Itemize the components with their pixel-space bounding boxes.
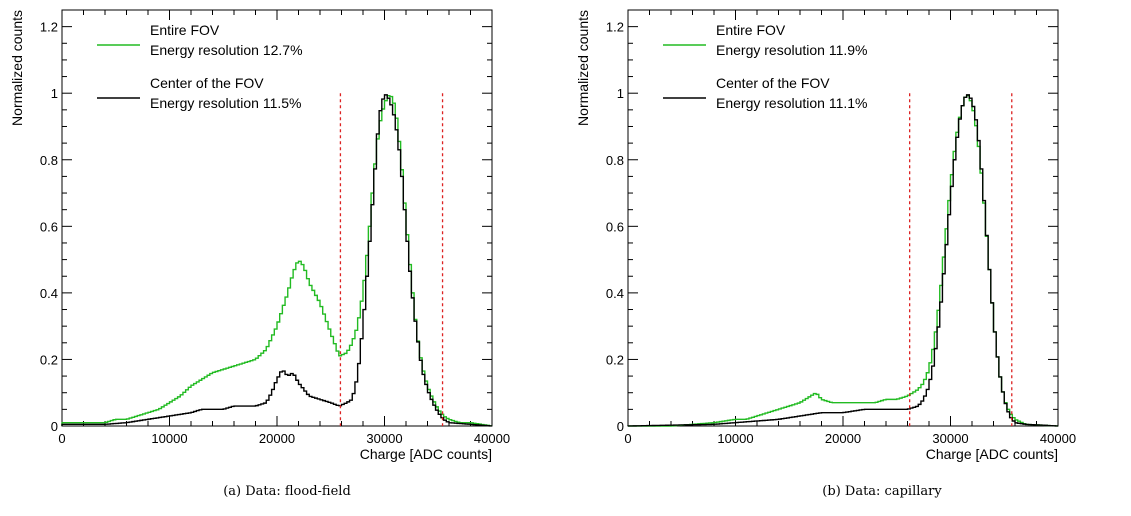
x-tick-label: 20000 bbox=[825, 431, 861, 446]
y-tick-label: 0.2 bbox=[606, 352, 624, 367]
x-tick-label: 30000 bbox=[932, 431, 968, 446]
y-tick-label: 0 bbox=[617, 419, 624, 434]
series-entire-fov bbox=[628, 94, 1058, 427]
legend-label: Entire FOV bbox=[150, 22, 220, 38]
y-axis-title: Normalized counts bbox=[9, 10, 25, 126]
x-tick-label: 10000 bbox=[151, 431, 187, 446]
legend-label: Center of the FOV bbox=[150, 75, 264, 91]
x-tick-label: 0 bbox=[58, 431, 65, 446]
x-tick-label: 20000 bbox=[259, 431, 295, 446]
y-tick-label: 0.6 bbox=[40, 219, 58, 234]
legend-label: Center of the FOV bbox=[716, 75, 830, 91]
x-tick-label: 40000 bbox=[474, 431, 510, 446]
y-tick-label: 0.4 bbox=[606, 286, 624, 301]
legend-resolution: Energy resolution 11.5% bbox=[150, 95, 302, 111]
legend-label: Entire FOV bbox=[716, 22, 786, 38]
y-tick-label: 1.2 bbox=[40, 20, 58, 35]
chart-panel-capillary: 0 10000 20000 30000 40000 0 0.2 0.4 0.6 0.8 1 1.2 Ch… bbox=[575, 9, 1076, 462]
y-axis-title: Normalized counts bbox=[575, 10, 591, 126]
legend-resolution: Energy resolution 12.7% bbox=[150, 42, 303, 58]
x-axis-title: Charge [ADC counts] bbox=[926, 446, 1058, 462]
x-tick-label: 0 bbox=[624, 431, 631, 446]
chart-panel-flood-field: 0 10000 20000 30000 40000 0 0.2 0.4 0.6 0.8 1 1.2 Ch… bbox=[9, 9, 510, 462]
y-tick-label: 1 bbox=[51, 86, 58, 101]
y-tick-label: 0 bbox=[51, 419, 58, 434]
y-tick-label: 0.8 bbox=[40, 153, 58, 168]
y-tick-label: 0.4 bbox=[40, 286, 58, 301]
y-tick-label: 0.8 bbox=[606, 153, 624, 168]
plot-frame bbox=[61, 9, 493, 427]
y-tick-label: 0.2 bbox=[40, 352, 58, 367]
y-tick-label: 1 bbox=[617, 86, 624, 101]
plot-frame bbox=[627, 9, 1059, 427]
y-tick-label: 0.6 bbox=[606, 219, 624, 234]
legend-resolution: Energy resolution 11.1% bbox=[716, 95, 868, 111]
x-tick-label: 40000 bbox=[1040, 431, 1076, 446]
legend-resolution: Energy resolution 11.9% bbox=[716, 42, 868, 58]
x-tick-label: 30000 bbox=[366, 431, 402, 446]
caption-flood-field: (a) Data: flood-field bbox=[223, 484, 351, 499]
x-tick-label: 10000 bbox=[717, 431, 753, 446]
y-tick-label: 1.2 bbox=[606, 20, 624, 35]
caption-capillary: (b) Data: capillary bbox=[822, 484, 942, 499]
series-center-fov bbox=[61, 94, 492, 427]
x-axis-title: Charge [ADC counts] bbox=[360, 446, 492, 462]
series-center-fov bbox=[627, 94, 1058, 427]
